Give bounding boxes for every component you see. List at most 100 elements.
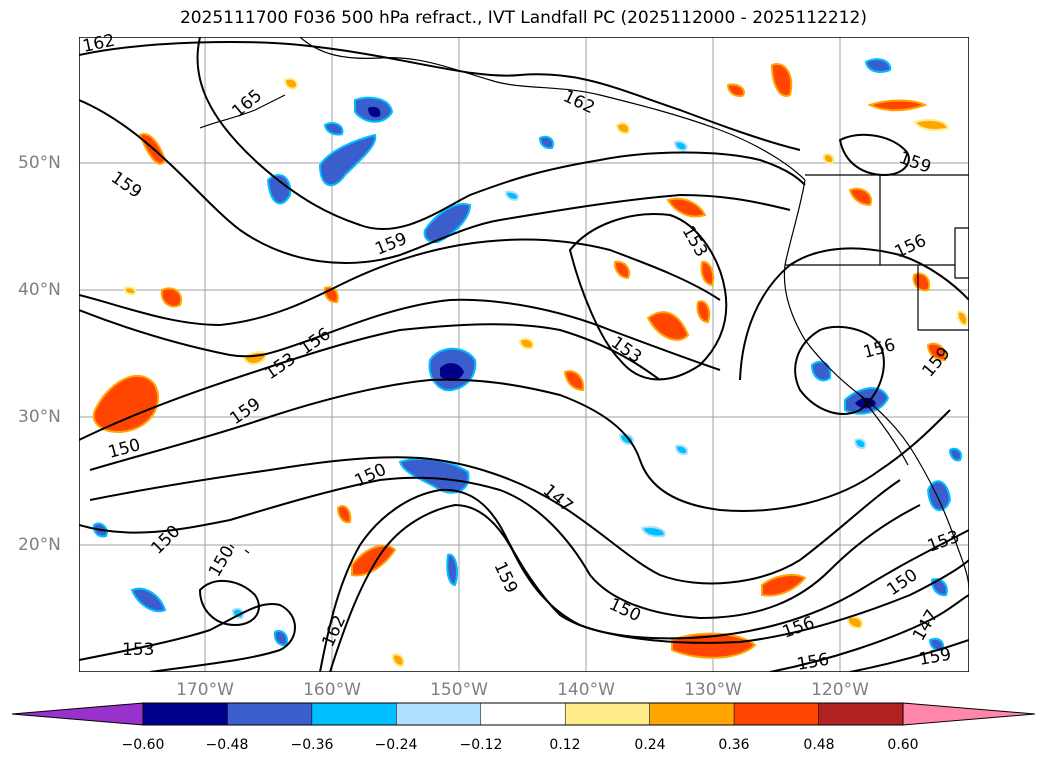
anomaly-negative (674, 444, 689, 456)
colorbar-segment (396, 702, 482, 726)
colorbar-segment (564, 702, 650, 726)
colorbar-tick-label: 0.48 (803, 737, 835, 753)
anomaly-positive (123, 286, 137, 296)
anomaly-positive (336, 504, 352, 524)
contour-line (79, 476, 921, 620)
contour-line (769, 594, 969, 672)
lat-label: 30°N (18, 407, 61, 427)
colorbar-segment (480, 702, 566, 726)
height-contours (79, 37, 969, 672)
anomaly-positive (646, 311, 690, 341)
baja-coast (859, 394, 909, 466)
anomaly-negative (928, 637, 944, 652)
anomaly-positive (92, 374, 160, 434)
colorbar-segment (649, 702, 735, 726)
alaska-coast (299, 37, 806, 181)
state-border (917, 265, 969, 331)
contour-line (739, 247, 969, 381)
anomaly-positive (867, 99, 928, 112)
colorbar-tick-label: 0.36 (718, 737, 750, 753)
anomaly-negative (504, 190, 520, 202)
anomaly-positive (563, 370, 585, 392)
colorbar-tick-label: −0.48 (205, 737, 249, 753)
colorbar-tick-label: 0.24 (634, 737, 666, 753)
lat-label: 50°N (18, 153, 61, 173)
anomaly-negative (440, 363, 464, 381)
colorbar-tick-label: −0.60 (121, 737, 165, 753)
contour-line (849, 639, 969, 672)
anomaly-positive (770, 63, 793, 97)
colorbar-tick-label: 0.12 (549, 737, 581, 753)
aleutian-islands (199, 94, 286, 129)
contour-line (198, 579, 260, 627)
anomaly-negative (538, 135, 554, 150)
contour-line (89, 378, 951, 512)
colorbar (11, 702, 1036, 726)
contour-line (838, 133, 910, 177)
anomaly-negative (318, 133, 377, 187)
anomaly-positive (615, 122, 630, 135)
lon-label: 150°W (430, 680, 488, 700)
anomaly-positive (391, 653, 405, 668)
anomaly-negative (368, 106, 381, 118)
anomaly-negative (323, 122, 344, 136)
anomaly-positive (726, 83, 746, 98)
anomaly-positive (518, 337, 534, 350)
anomaly-positive (956, 310, 968, 327)
colorbar-tick-label: 0.60 (887, 737, 919, 753)
anomaly-positive (160, 287, 183, 308)
contour-line (79, 99, 791, 264)
shaded-anomalies (92, 58, 968, 668)
colorbar-segment (818, 702, 904, 726)
hawaii-islands (229, 544, 250, 554)
anomaly-negative (446, 553, 458, 587)
lon-label: 160°W (303, 680, 361, 700)
map-panel (79, 37, 969, 672)
contour-line (79, 603, 296, 672)
colorbar-segment (142, 702, 228, 726)
lat-label: 40°N (18, 280, 61, 300)
contour-line (89, 456, 901, 585)
map-title: 2025111700 F036 500 hPa refract., IVT La… (179, 8, 867, 28)
anomaly-positive (696, 300, 711, 324)
anomaly-positive (351, 544, 397, 577)
anomaly-positive (926, 342, 947, 362)
colorbar-segment (227, 702, 313, 726)
colorbar-extend-high (902, 702, 1036, 726)
lon-label: 120°W (811, 680, 869, 700)
contour-label: 153 (122, 640, 154, 660)
anomaly-negative (864, 58, 892, 73)
contour-line (196, 37, 806, 231)
lon-label: 170°W (176, 680, 234, 700)
anomaly-negative (423, 203, 472, 244)
anomaly-positive (700, 260, 715, 287)
contour-line (79, 323, 661, 441)
anomaly-positive (613, 260, 631, 280)
anomaly-negative (130, 587, 167, 613)
anomaly-positive (846, 616, 864, 630)
anomaly-positive (913, 119, 950, 131)
anomaly-negative (926, 480, 952, 512)
contour-line (79, 41, 801, 151)
lon-label: 130°W (684, 680, 742, 700)
anomaly-negative (673, 140, 688, 152)
contour-line (568, 213, 728, 381)
colorbar-tick-label: −0.24 (374, 737, 418, 753)
anomaly-positive (848, 187, 873, 207)
contour-line (79, 298, 721, 371)
contour-line (79, 238, 721, 327)
anomaly-negative (853, 438, 867, 450)
contour-line (794, 325, 885, 415)
anomaly-negative (266, 174, 292, 205)
anomaly-positive (822, 153, 835, 165)
colorbar-segment (733, 702, 819, 726)
state-border (954, 227, 969, 279)
colorbar-extend-low (11, 702, 144, 726)
lon-label: 140°W (557, 680, 615, 700)
colorbar-segment (311, 702, 397, 726)
anomaly-positive (283, 77, 298, 90)
anomaly-positive (671, 632, 757, 659)
anomaly-positive (761, 573, 807, 597)
colorbar-tick-label: −0.12 (459, 737, 503, 753)
